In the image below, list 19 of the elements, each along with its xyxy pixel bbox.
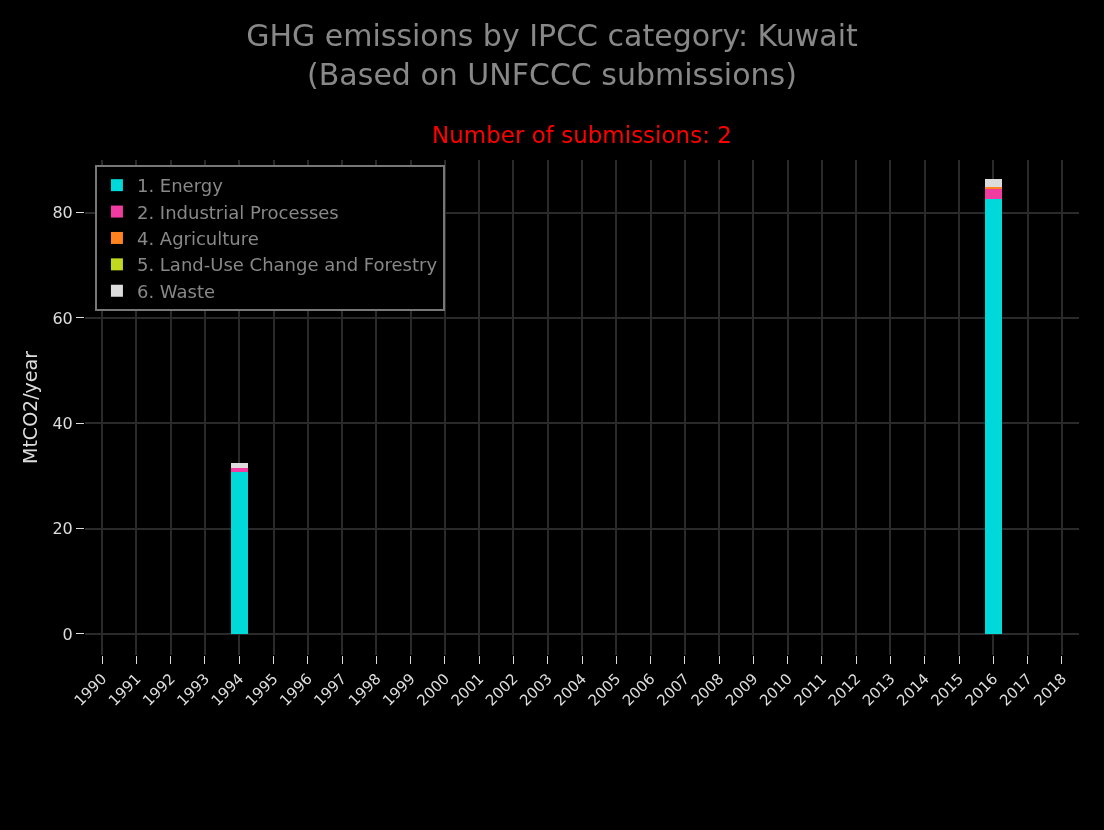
y-tick-label: 40: [52, 413, 73, 433]
y-tick-label: 20: [52, 519, 73, 539]
legend-label: 6. Waste: [136, 280, 216, 302]
bar: [230, 471, 248, 634]
bar: [230, 467, 248, 472]
bar: [984, 178, 1002, 188]
legend-label: 1. Energy: [136, 175, 224, 197]
bar: [984, 188, 1002, 199]
legend-label: 5. Land-Use Change and Forestry: [136, 254, 438, 276]
y-axis-title: MtCO2/year: [19, 350, 41, 464]
legend-label: 4. Agriculture: [136, 227, 259, 249]
chart-subtitle: Number of submissions: 2: [432, 122, 732, 148]
bar: [230, 463, 248, 468]
chart-title: GHG emissions by IPCC category: Kuwait (Based on UNFCCC submissions): [246, 17, 859, 92]
y-tick-label: 60: [52, 308, 73, 328]
y-tick-label: 0: [62, 624, 73, 644]
legend-label: 2. Industrial Processes: [136, 201, 339, 223]
bar: [984, 198, 1002, 634]
y-tick-label: 80: [52, 203, 73, 223]
